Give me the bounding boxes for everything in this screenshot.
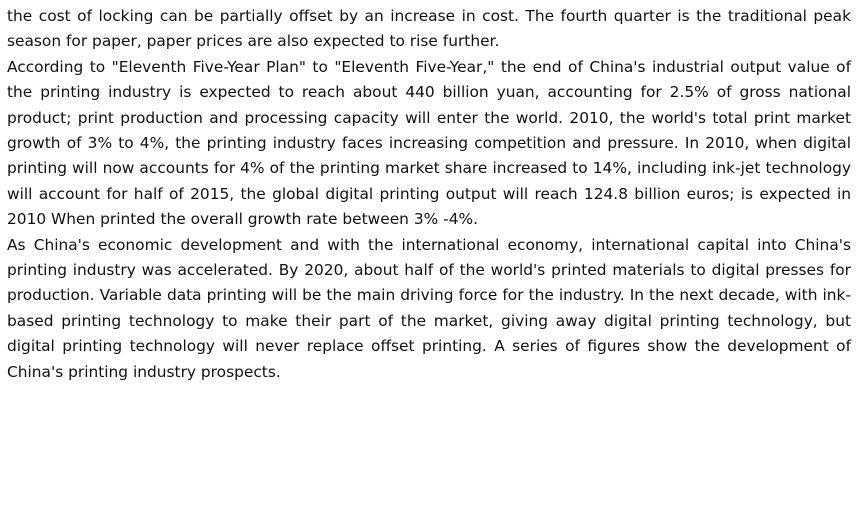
paragraph-economic-development: As China's economic development and with… (7, 235, 851, 381)
paragraph-industry-output: According to "Eleventh Five-Year Plan" t… (7, 57, 851, 229)
paragraph-paper-prices: the cost of locking can be partially off… (7, 7, 851, 51)
